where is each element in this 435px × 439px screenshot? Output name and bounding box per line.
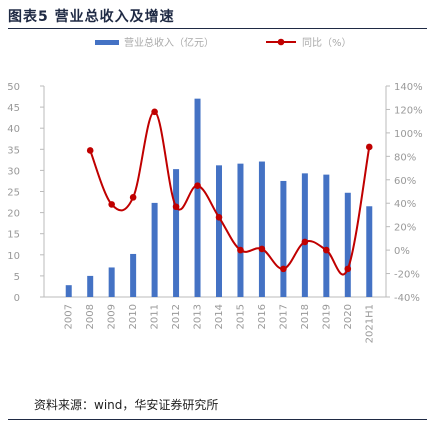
- x-tick-label: 2015: [235, 304, 246, 329]
- growth-point: [194, 182, 201, 189]
- bar: [87, 275, 94, 297]
- left-tick-label: 15: [7, 230, 20, 241]
- x-tick-label: 2012: [171, 304, 182, 329]
- right-tick-label: 0%: [394, 246, 410, 257]
- left-tick-label: 20: [7, 209, 20, 220]
- right-tick-label: 60%: [394, 176, 416, 187]
- bottom-rule: [8, 419, 427, 420]
- left-tick-label: 0: [14, 293, 20, 304]
- right-tick-label: -40%: [394, 293, 420, 304]
- growth-point: [365, 143, 373, 151]
- left-tick-label: 10: [7, 251, 20, 262]
- source-note: 资料来源：wind，华安证券研究所: [34, 398, 219, 412]
- right-tick-label: 140%: [394, 82, 423, 93]
- title-rule: [8, 28, 427, 29]
- growth-point: [237, 246, 244, 254]
- legend-bar-swatch: [95, 40, 119, 45]
- growth-point: [172, 203, 180, 211]
- bar: [151, 202, 158, 297]
- right-tick-label: 40%: [394, 199, 416, 210]
- left-tick-label: 30: [7, 166, 20, 177]
- left-tick-label: 50: [7, 82, 20, 93]
- bar: [65, 285, 72, 297]
- growth-point: [323, 246, 330, 254]
- legend-line-label: 同比（%）: [302, 37, 352, 49]
- bar: [366, 206, 373, 297]
- bar: [344, 192, 351, 297]
- x-tick-label: 2018: [300, 304, 311, 329]
- x-tick-label: 2007: [64, 304, 75, 329]
- figure-title: 图表5 营业总收入及增速: [8, 9, 175, 25]
- bar: [237, 163, 244, 297]
- right-tick-label: 120%: [394, 105, 423, 116]
- right-tick-label: 20%: [394, 223, 416, 234]
- bar: [108, 267, 115, 297]
- right-tick-label: -20%: [394, 270, 420, 281]
- x-tick-label: 2014: [214, 304, 225, 329]
- x-tick-label: 2010: [128, 304, 139, 329]
- x-tick-label: 2011: [150, 304, 161, 329]
- bar: [216, 165, 222, 297]
- growth-point: [344, 265, 352, 273]
- bar: [280, 180, 287, 297]
- growth-point: [301, 238, 309, 246]
- bar: [130, 253, 137, 297]
- x-tick-label: 2021H1: [364, 304, 375, 343]
- x-tick-label: 2019: [321, 304, 332, 329]
- growth-point: [258, 245, 266, 253]
- growth-point: [280, 265, 287, 273]
- growth-point: [86, 147, 94, 154]
- bar: [301, 173, 308, 297]
- left-tick-label: 45: [7, 103, 20, 114]
- bar: [323, 174, 330, 297]
- x-tick-label: 2008: [85, 304, 96, 329]
- legend-line-marker: [277, 38, 285, 46]
- left-tick-label: 5: [14, 272, 20, 283]
- bar: [194, 98, 201, 297]
- left-tick-label: 40: [7, 124, 20, 135]
- bar: [173, 169, 180, 297]
- growth-point: [129, 194, 137, 201]
- growth-point: [108, 201, 115, 208]
- x-tick-label: 2016: [257, 304, 268, 329]
- growth-point: [151, 108, 158, 116]
- left-tick-label: 35: [7, 145, 20, 156]
- right-tick-label: 80%: [394, 152, 416, 163]
- x-tick-label: 2020: [343, 304, 354, 329]
- x-tick-label: 2009: [107, 304, 118, 329]
- x-tick-label: 2017: [278, 304, 289, 329]
- growth-point: [215, 213, 223, 221]
- bar: [258, 161, 265, 297]
- left-tick-label: 25: [7, 188, 20, 199]
- right-tick-label: 100%: [394, 129, 423, 140]
- x-tick-label: 2013: [193, 304, 204, 329]
- legend-bar-label: 营业总收入（亿元）: [124, 36, 214, 49]
